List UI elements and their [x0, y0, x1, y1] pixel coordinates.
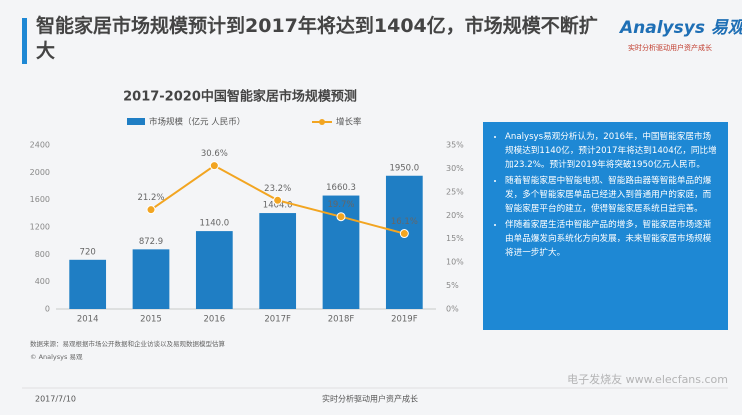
growth-label: 30.6%: [201, 149, 228, 159]
legend-label: 增长率: [336, 117, 362, 128]
y2-tick-label: 20%: [446, 211, 464, 220]
x-tick-label: 2015: [140, 315, 162, 325]
x-tick-label: 2016: [204, 315, 226, 325]
legend-swatch: [319, 119, 325, 125]
bar-value-label: 1140.0: [199, 219, 229, 229]
growth-label: 21.2%: [137, 193, 164, 203]
logo: Analysys 易观: [618, 18, 742, 38]
accent-bar: [22, 18, 27, 64]
x-tick-label: 2019F: [391, 315, 418, 325]
bar: [195, 231, 233, 309]
bar-value-label: 1404.0: [263, 201, 293, 211]
bar-value-label: 1660.3: [326, 183, 356, 193]
y-tick-label: 0: [45, 305, 50, 314]
slide-title: 智能家居市场规模预计到2017年将达到1404亿，市场规模不断扩大: [36, 15, 598, 62]
legend-swatch: [127, 118, 145, 125]
growth-label: 16.1%: [391, 217, 418, 227]
x-tick-label: 2017F: [264, 315, 291, 325]
y-tick-label: 2400: [30, 141, 50, 150]
bar: [132, 249, 170, 309]
growth-label: 19.7%: [327, 200, 354, 210]
bar-value-label: 872.9: [139, 237, 163, 247]
legend-label: 市场规模（亿元 人民币）: [149, 117, 245, 128]
bar-value-label: 1950.0: [389, 163, 419, 173]
growth-label: 23.2%: [264, 184, 291, 194]
y-tick-label: 1600: [30, 195, 50, 204]
watermark: 电子发烧友 www.elecfans.com: [567, 372, 728, 386]
x-tick-label: 2018F: [328, 315, 355, 325]
y2-tick-label: 0%: [446, 305, 459, 314]
y2-tick-label: 10%: [446, 258, 464, 267]
y-tick-label: 1200: [30, 223, 50, 232]
bullet: 伴随着家居生活中智能产品的增多，智能家居市场逐渐由单品爆发向系统化方向发展，未来…: [505, 218, 718, 260]
x-tick-label: 2014: [77, 315, 99, 325]
footer-date: 2017/7/10: [35, 395, 76, 404]
y2-tick-label: 15%: [446, 234, 464, 243]
y-tick-label: 800: [35, 250, 50, 259]
y2-tick-label: 5%: [446, 281, 459, 290]
bar-value-label: 720: [80, 247, 96, 257]
bar: [385, 175, 423, 309]
source: 数据来源：易观根据市场公开数据和企业访谈以及易观数据模型估算: [30, 339, 226, 348]
bullet: Analysys易观分析认为，2016年，中国智能家居市场规模达到1140亿，预…: [505, 130, 718, 172]
y-tick-label: 2000: [30, 168, 50, 177]
growth-point: [273, 195, 283, 205]
bar: [69, 259, 107, 309]
growth-point: [399, 229, 409, 239]
growth-point: [209, 161, 219, 171]
bar: [259, 213, 297, 309]
chart-title: 2017-2020中国智能家居市场规模预测: [123, 89, 357, 105]
growth-point: [336, 212, 346, 222]
growth-point: [146, 205, 156, 215]
y-tick-label: 400: [35, 277, 50, 286]
footer-tagline: 实时分析驱动用户资产成长: [322, 394, 418, 404]
y2-tick-label: 30%: [446, 164, 464, 173]
sidebar: Analysys易观分析认为，2016年，中国智能家居市场规模达到1140亿，预…: [483, 122, 728, 330]
tagline: 实时分析驱动用户资产成长: [628, 43, 712, 52]
y2-tick-label: 35%: [446, 141, 464, 150]
y2-tick-label: 25%: [446, 187, 464, 196]
copyright: © Analysys 易观: [30, 353, 83, 361]
bullet: 随着智能家居中智能电视、智能路由器等智能单品的爆发，多个智能家居单品已经进入到普…: [505, 174, 718, 216]
bullet-list: Analysys易观分析认为，2016年，中国智能家居市场规模达到1140亿，预…: [493, 130, 718, 260]
